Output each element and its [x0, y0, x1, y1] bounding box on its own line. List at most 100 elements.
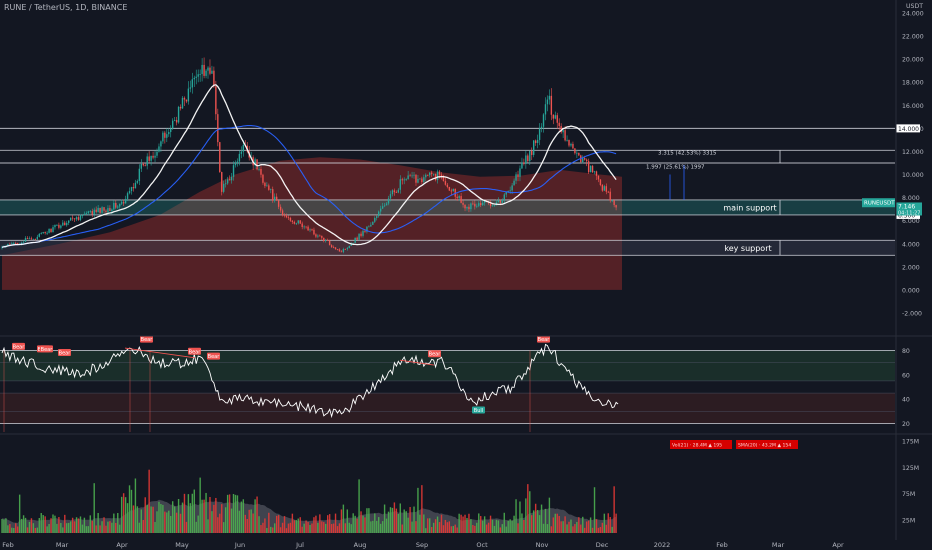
candle: [364, 230, 366, 232]
volume-bar: [519, 501, 521, 533]
candle: [474, 203, 476, 207]
volume-bar: [299, 517, 301, 533]
candle: [582, 158, 584, 163]
candle: [266, 185, 268, 187]
volume-bar: [217, 517, 219, 533]
candle: [81, 215, 84, 216]
candle: [109, 208, 111, 211]
candle: [501, 199, 504, 203]
candle: [405, 178, 407, 180]
candle: [197, 74, 199, 77]
volume-bar: [372, 520, 374, 533]
volume-bar: [7, 525, 9, 533]
candle: [340, 251, 343, 253]
volume-bar: [323, 522, 325, 533]
chart-title: RUNE / TetherUS, 1D, BINANCE: [4, 3, 128, 12]
volume-bar: [503, 512, 505, 533]
candle: [525, 155, 527, 164]
volume-bar: [407, 517, 409, 533]
volume-bar: [132, 505, 135, 533]
volume-bar: [260, 525, 262, 533]
candle: [395, 192, 398, 193]
candle: [215, 86, 217, 115]
candle: [597, 175, 600, 180]
volume-bar: [252, 513, 254, 533]
candle: [527, 155, 529, 162]
candle: [409, 175, 411, 177]
candle: [326, 240, 329, 241]
signal-label: Bear: [429, 352, 442, 358]
volume-bar: [379, 523, 382, 533]
volume-bar: [603, 513, 606, 533]
volume-bar: [452, 525, 454, 533]
candle: [264, 182, 266, 187]
candle: [615, 205, 617, 208]
volume-bar: [328, 514, 331, 533]
rsi-lower-band: [0, 393, 895, 424]
candle: [24, 238, 27, 242]
volume-bar: [79, 516, 82, 533]
volume-bar: [44, 516, 46, 533]
candle: [205, 70, 207, 76]
volume-bar: [417, 487, 419, 533]
candle: [254, 159, 256, 166]
candle: [315, 234, 317, 237]
candle: [480, 203, 482, 206]
candle: [230, 176, 233, 181]
volume-bar: [101, 521, 103, 533]
candle: [213, 70, 215, 87]
volume-bar: [211, 511, 213, 533]
candle: [595, 171, 598, 176]
volume-bar: [585, 521, 588, 533]
candle: [54, 225, 56, 228]
volume-bar: [381, 521, 384, 533]
main-support-label: main support: [723, 203, 776, 212]
candle: [507, 190, 509, 192]
volume-bar: [480, 516, 482, 533]
candle: [181, 97, 184, 109]
candle: [301, 223, 303, 227]
bear-signal-tag: [537, 335, 550, 343]
volume-bar: [115, 522, 117, 533]
volume-bar: [279, 527, 282, 533]
candle: [383, 205, 386, 207]
candle: [152, 155, 154, 158]
volume-bar: [582, 516, 584, 533]
candle: [609, 191, 611, 201]
candle: [419, 178, 421, 180]
candle: [562, 130, 564, 133]
bear-signal-tag: [140, 335, 153, 343]
volume-bar: [107, 521, 109, 533]
candle: [183, 97, 186, 100]
x-tick-label: Aug: [354, 541, 367, 549]
candle: [71, 217, 74, 219]
candle: [389, 194, 392, 199]
candle: [268, 185, 270, 190]
volume-bar: [30, 518, 33, 533]
candle: [83, 213, 86, 216]
volume-bar: [199, 477, 201, 533]
price-tag-label: 6.500: [898, 212, 915, 219]
volume-bar: [562, 521, 564, 533]
x-tick-label: Oct: [476, 541, 488, 549]
volume-bar: [171, 501, 174, 533]
candle: [203, 64, 205, 76]
price-tick-label: 24.000: [902, 11, 924, 18]
key-support-label: key support: [724, 244, 771, 253]
candle: [472, 203, 474, 205]
candle: [372, 221, 374, 225]
candle: [564, 130, 566, 141]
volume-bar: [13, 527, 15, 533]
candle: [168, 132, 170, 135]
candle: [281, 210, 284, 215]
volume-bar: [317, 522, 319, 533]
volume-bar: [240, 501, 243, 533]
volume-bar: [181, 502, 184, 533]
volume-bar: [370, 521, 372, 533]
price-tick-label: 18.000: [902, 80, 924, 87]
volume-bar: [272, 527, 274, 533]
rsi-tick-label: 40: [902, 397, 910, 404]
candle: [399, 179, 401, 190]
volume-bar: [307, 522, 309, 533]
